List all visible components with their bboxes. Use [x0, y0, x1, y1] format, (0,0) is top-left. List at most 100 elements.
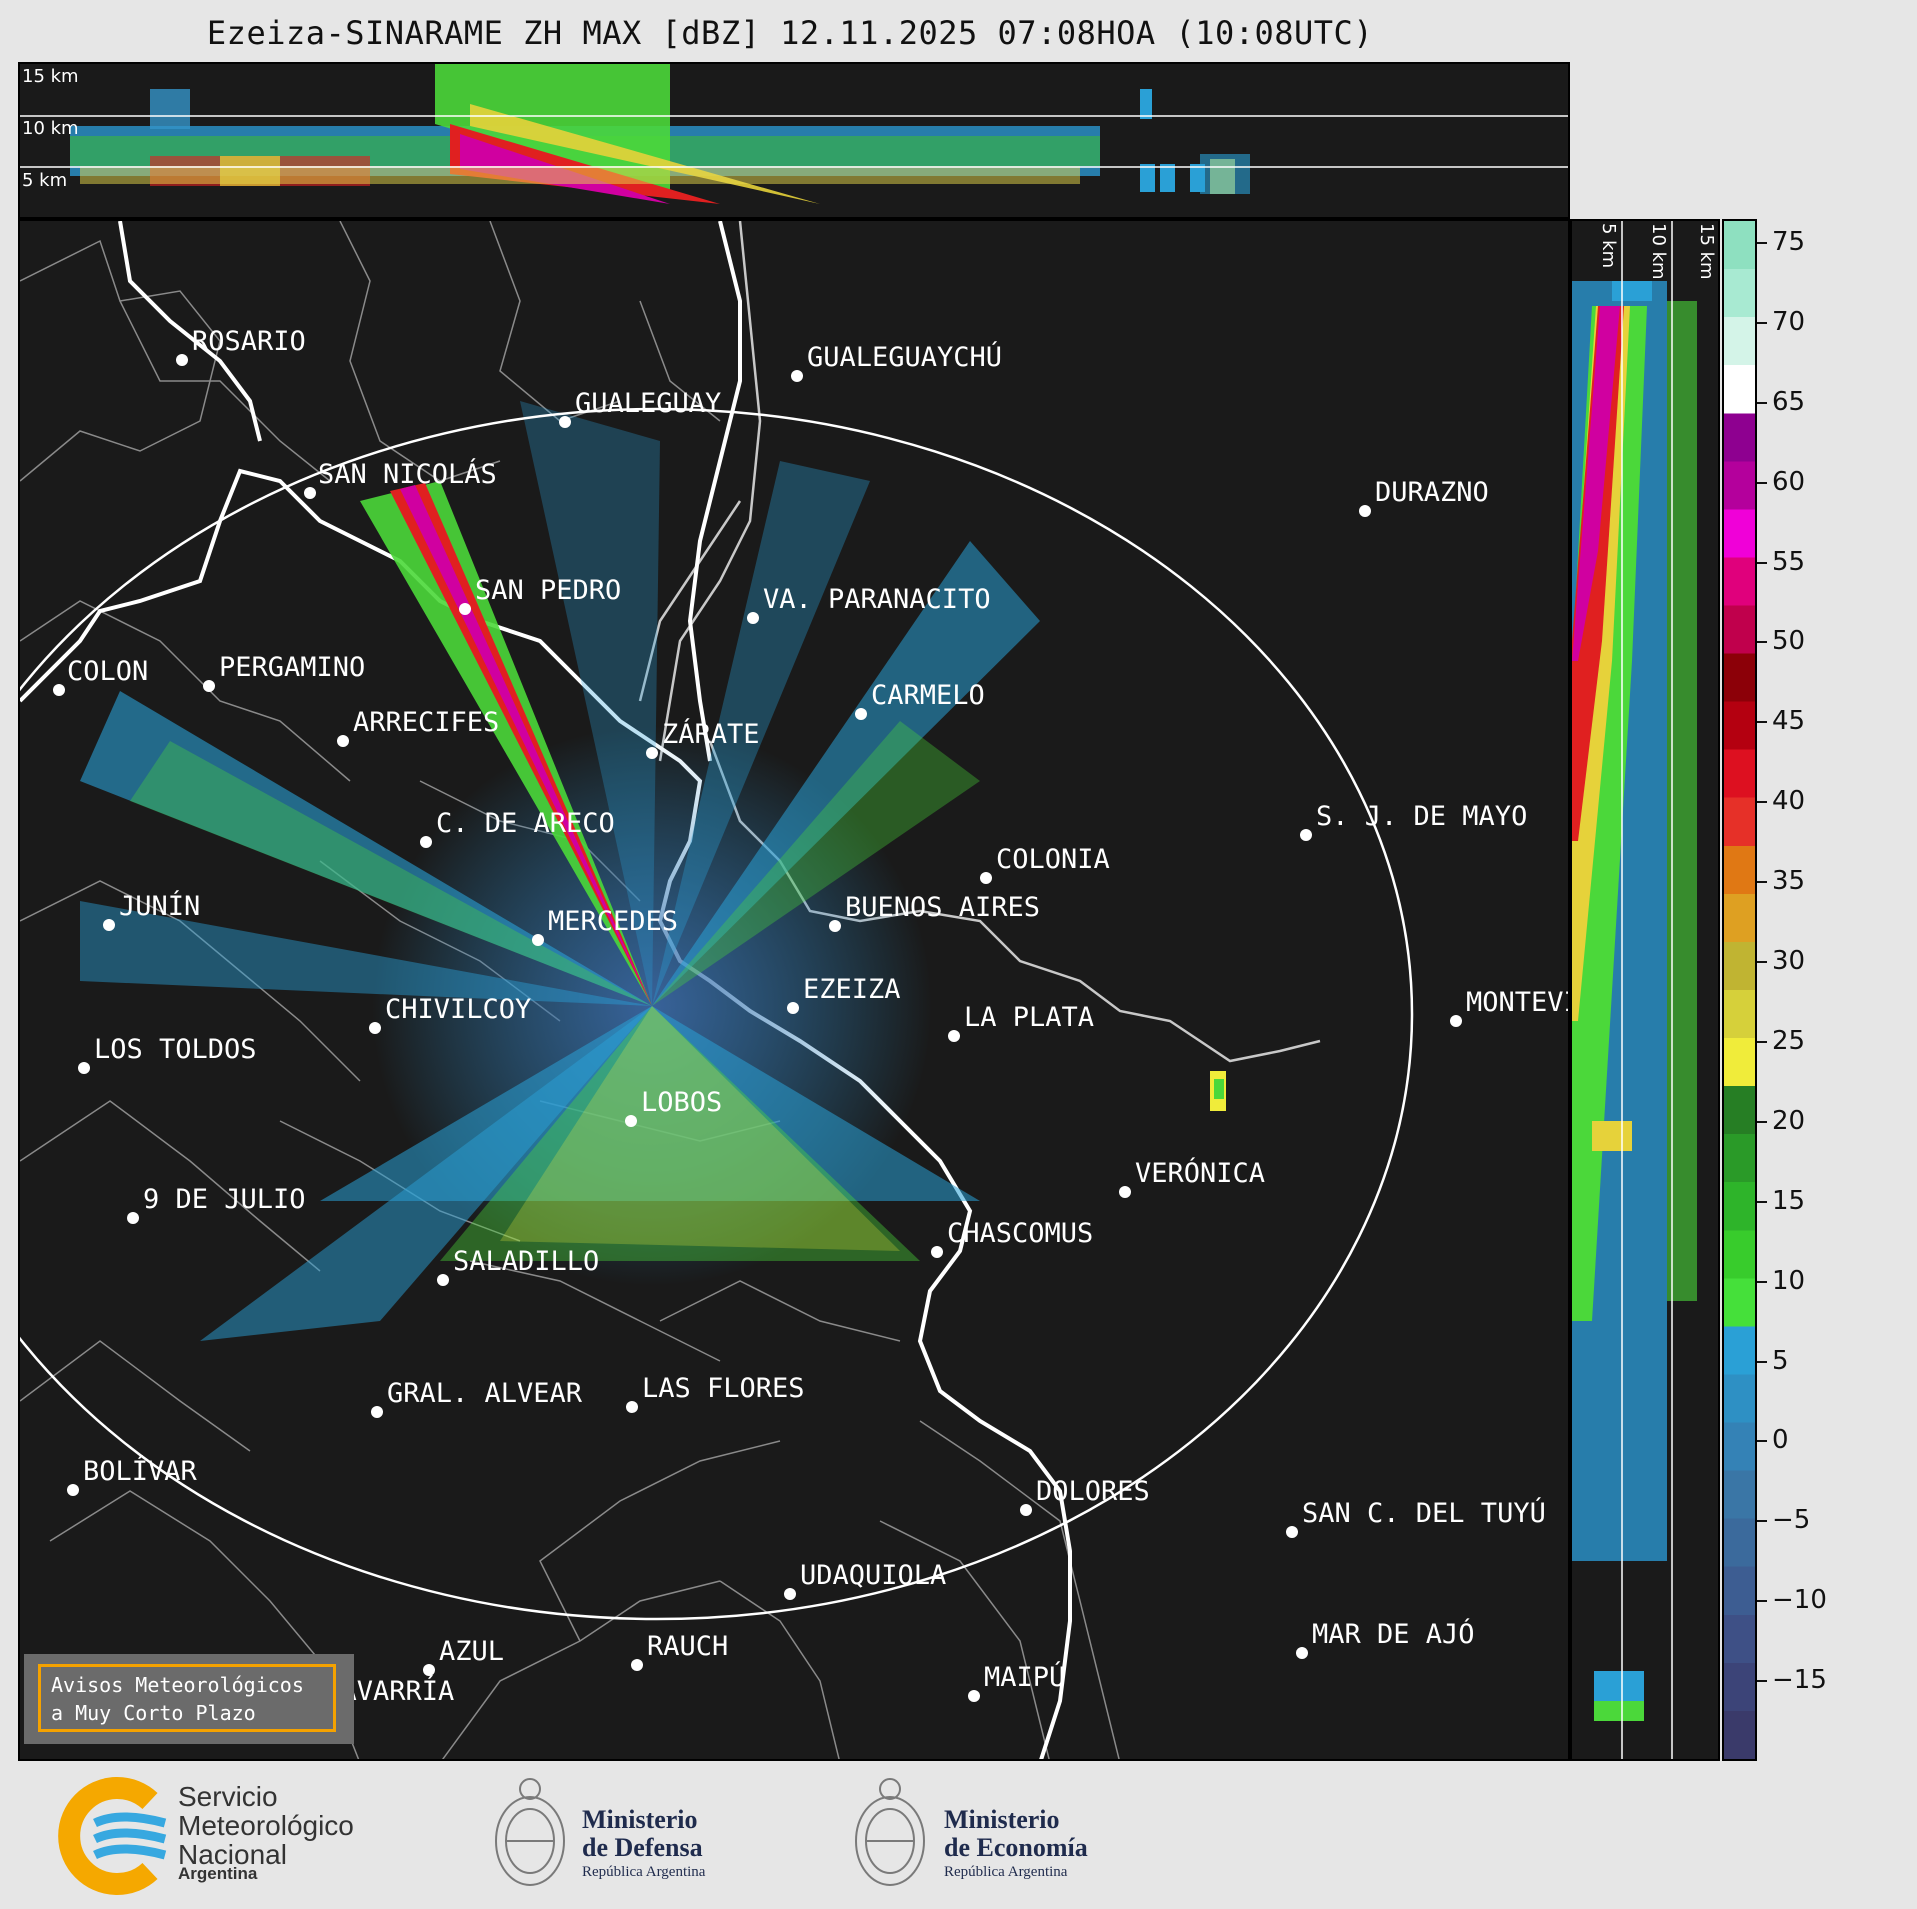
colorbar-tick	[1757, 1360, 1767, 1363]
city-label-colon: COLON	[67, 656, 148, 687]
colorbar-tick	[1757, 1680, 1767, 1683]
colorbar-tick-label: 20	[1772, 1105, 1806, 1136]
city-marker-colon	[53, 684, 65, 696]
city-marker-rosario	[176, 354, 188, 366]
city-marker-colonia	[980, 872, 992, 884]
colorbar-tick	[1757, 801, 1767, 804]
city-label-mercedes: MERCEDES	[548, 906, 678, 937]
city-label-sj-de-mayo: S. J. DE MAYO	[1316, 801, 1527, 832]
city-marker-va-paranacito	[747, 612, 759, 624]
city-marker-azul	[423, 1664, 435, 1676]
city-marker-ezeiza	[787, 1002, 799, 1014]
smn-line3: Nacional	[178, 1839, 287, 1870]
city-marker-gualeguay	[559, 416, 571, 428]
colorbar-tick-label: 25	[1772, 1025, 1806, 1056]
city-marker-9-de-julio	[127, 1212, 139, 1224]
city-label-san-nicolas: SAN NICOLÁS	[318, 458, 497, 490]
alerts-badge-frame[interactable]: Avisos Meteorológicos a Muy Corto Plazo	[38, 1664, 336, 1732]
city-marker-udaquiola	[784, 1588, 796, 1600]
economia-name: Ministerio de Economía	[944, 1806, 1088, 1862]
city-label-durazno: DURAZNO	[1375, 477, 1489, 508]
city-marker-rauch	[631, 1659, 643, 1671]
colorbar-tick	[1757, 1120, 1767, 1123]
colorbar-tick	[1757, 321, 1767, 324]
city-label-mar-de-ajo: MAR DE AJÓ	[1312, 1618, 1475, 1650]
city-marker-carmelo	[855, 708, 867, 720]
colorbar-tick-label: 55	[1772, 546, 1806, 577]
side-cross-section-panel: 5 km 10 km 15 km	[1570, 219, 1720, 1761]
colorbar-tick	[1757, 1600, 1767, 1603]
city-label-9-de-julio: 9 DE JULIO	[143, 1184, 306, 1215]
dbz-colorbar	[1722, 219, 1757, 1761]
radar-echo-field	[80, 401, 1226, 1341]
city-marker-maipu	[968, 1690, 980, 1702]
city-label-udaquiola: UDAQUIOLA	[800, 1560, 946, 1591]
city-label-los-toldos: LOS TOLDOS	[94, 1034, 257, 1065]
colorbar-tick-label: 75	[1772, 226, 1806, 257]
colorbar-tick	[1757, 1280, 1767, 1283]
alerts-badge[interactable]: Avisos Meteorológicos a Muy Corto Plazo	[24, 1654, 354, 1744]
top-cross-section-panel: 15 km 10 km 5 km	[18, 62, 1570, 219]
colorbar-tick	[1757, 561, 1767, 564]
height-label-10km: 10 km	[22, 118, 79, 139]
city-marker-arrecifes	[337, 735, 349, 747]
city-label-dolores: DOLORES	[1036, 1476, 1150, 1507]
city-label-las-flores: LAS FLORES	[642, 1373, 805, 1404]
alerts-badge-line2: a Muy Corto Plazo	[51, 1701, 256, 1725]
defensa-line1: Ministerio	[582, 1805, 698, 1834]
city-marker-las-flores	[626, 1401, 638, 1413]
top-echo-band	[70, 64, 1250, 204]
city-label-azul: AZUL	[439, 1636, 504, 1667]
city-label-pergamino: PERGAMINO	[219, 652, 365, 683]
city-marker-zarate	[646, 747, 658, 759]
defensa-line2: de Defensa	[582, 1833, 703, 1862]
city-labels: ROSARIO GUALEGUAYCHÚ GUALEGUAY SAN NICOL…	[67, 326, 1568, 1707]
city-label-lobos: LOBOS	[641, 1087, 722, 1118]
colorbar-tick-label: 30	[1772, 946, 1806, 977]
city-label-maipu: MAIPÚ	[984, 1661, 1065, 1693]
top-cross-section-graphic	[20, 64, 1568, 204]
economia-sub: República Argentina	[944, 1864, 1068, 1880]
city-marker-veronica	[1119, 1186, 1131, 1198]
city-marker-gualeguaychu	[791, 370, 803, 382]
colorbar-tick-label: 50	[1772, 626, 1806, 657]
footer-logo-graphics	[58, 1777, 925, 1895]
height-label-5km: 5 km	[22, 170, 68, 191]
colorbar-tick-label: −10	[1772, 1585, 1827, 1616]
city-marker-sj-de-mayo	[1300, 829, 1312, 841]
city-markers	[53, 354, 1462, 1716]
city-label-san-pedro: SAN PEDRO	[475, 575, 621, 606]
city-label-buenos-aires: BUENOS AIRES	[845, 892, 1040, 923]
colorbar-tick	[1757, 481, 1767, 484]
city-label-gualeguay: GUALEGUAY	[575, 388, 721, 419]
city-marker-san-pedro	[459, 603, 471, 615]
city-label-veronica: VERÓNICA	[1135, 1157, 1265, 1189]
range-ring	[20, 407, 1414, 1621]
city-label-ezeiza: EZEIZA	[803, 974, 901, 1005]
colorbar-tick	[1757, 961, 1767, 964]
side-height-label-10km: 10 km	[1648, 223, 1669, 280]
colorbar-tick	[1757, 1040, 1767, 1043]
city-marker-san-c-del-tuyu	[1286, 1526, 1298, 1538]
smn-line2: Meteorológico	[178, 1810, 354, 1841]
city-label-c-de-areco: C. DE ARECO	[436, 808, 615, 839]
colorbar-tick	[1757, 1440, 1767, 1443]
economia-line2: de Economía	[944, 1833, 1088, 1862]
colorbar-tick-label: 10	[1772, 1265, 1806, 1296]
city-label-va-paranacito: VA. PARANACITO	[763, 584, 991, 615]
city-label-junin: JUNÍN	[119, 890, 200, 922]
city-label-gualeguaychu: GUALEGUAYCHÚ	[807, 341, 1002, 373]
colorbar-tick-label: 40	[1772, 786, 1806, 817]
colorbar-tick	[1757, 881, 1767, 884]
city-label-zarate: ZÁRATE	[662, 718, 760, 750]
city-marker-la-plata	[948, 1030, 960, 1042]
city-label-arrecifes: ARRECIFES	[353, 707, 499, 738]
radar-map-graphic: ROSARIO GUALEGUAYCHÚ GUALEGUAY SAN NICOL…	[20, 221, 1568, 1759]
city-marker-gral-alvear	[371, 1406, 383, 1418]
height-label-15km: 15 km	[22, 66, 79, 87]
city-label-bolivar: BOLÍVAR	[83, 1455, 198, 1487]
side-height-label-15km: 15 km	[1696, 223, 1717, 280]
alerts-badge-line1: Avisos Meteorológicos	[51, 1673, 304, 1697]
radar-map-panel: ROSARIO GUALEGUAYCHÚ GUALEGUAY SAN NICOL…	[18, 219, 1570, 1761]
city-marker-buenos-aires	[829, 920, 841, 932]
